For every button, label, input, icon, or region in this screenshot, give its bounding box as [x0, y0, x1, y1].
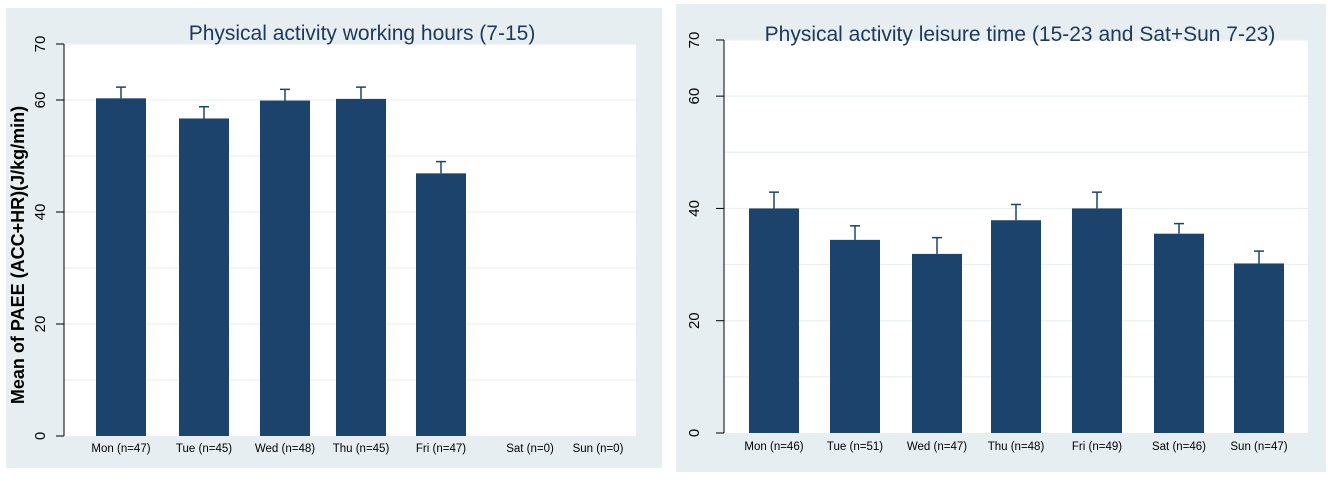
- category-label: Sat (n=46): [1152, 441, 1206, 453]
- y-tick-label: 70: [686, 32, 703, 49]
- bar: [830, 239, 880, 433]
- category-label: Thu (n=45): [333, 443, 390, 455]
- category-label: Tue (n=45): [176, 443, 232, 455]
- y-tick-label: 60: [32, 92, 49, 109]
- chart-title: Physical activity working hours (7-15): [189, 22, 536, 45]
- category-label: Sun (n=47): [1230, 441, 1287, 453]
- bar: [260, 100, 310, 436]
- y-tick-label: 40: [686, 200, 703, 217]
- bar: [912, 253, 962, 433]
- category-label: Tue (n=51): [827, 441, 883, 453]
- y-tick-label: 60: [686, 88, 703, 105]
- y-axis-label: Mean of PAEE (ACC+HR)(J/kg/min): [8, 106, 28, 404]
- bar: [749, 208, 799, 433]
- bar: [96, 98, 146, 436]
- y-tick-label: 20: [32, 316, 49, 333]
- category-label: Mon (n=46): [744, 441, 803, 453]
- chart-title: Physical activity leisure time (15-23 an…: [765, 23, 1276, 46]
- bar: [1154, 233, 1204, 433]
- y-tick-label: 0: [686, 429, 703, 437]
- bar: [416, 173, 466, 437]
- bar: [336, 98, 386, 436]
- y-tick-label: 0: [32, 432, 49, 440]
- category-label: Fri (n=49): [1072, 441, 1122, 453]
- category-label: Sun (n=0): [573, 443, 624, 455]
- category-label: Wed (n=47): [907, 441, 967, 453]
- y-tick-label: 40: [32, 204, 49, 221]
- category-label: Mon (n=47): [91, 443, 150, 455]
- category-label: Fri (n=47): [416, 443, 466, 455]
- category-label: Thu (n=48): [988, 441, 1045, 453]
- y-tick-label: 70: [32, 36, 49, 53]
- category-label: Sat (n=0): [506, 443, 554, 455]
- y-tick-label: 20: [686, 312, 703, 329]
- bar: [991, 220, 1041, 433]
- bar: [1072, 208, 1122, 433]
- bar: [179, 118, 229, 436]
- category-label: Wed (n=48): [255, 443, 315, 455]
- bar: [1234, 263, 1284, 433]
